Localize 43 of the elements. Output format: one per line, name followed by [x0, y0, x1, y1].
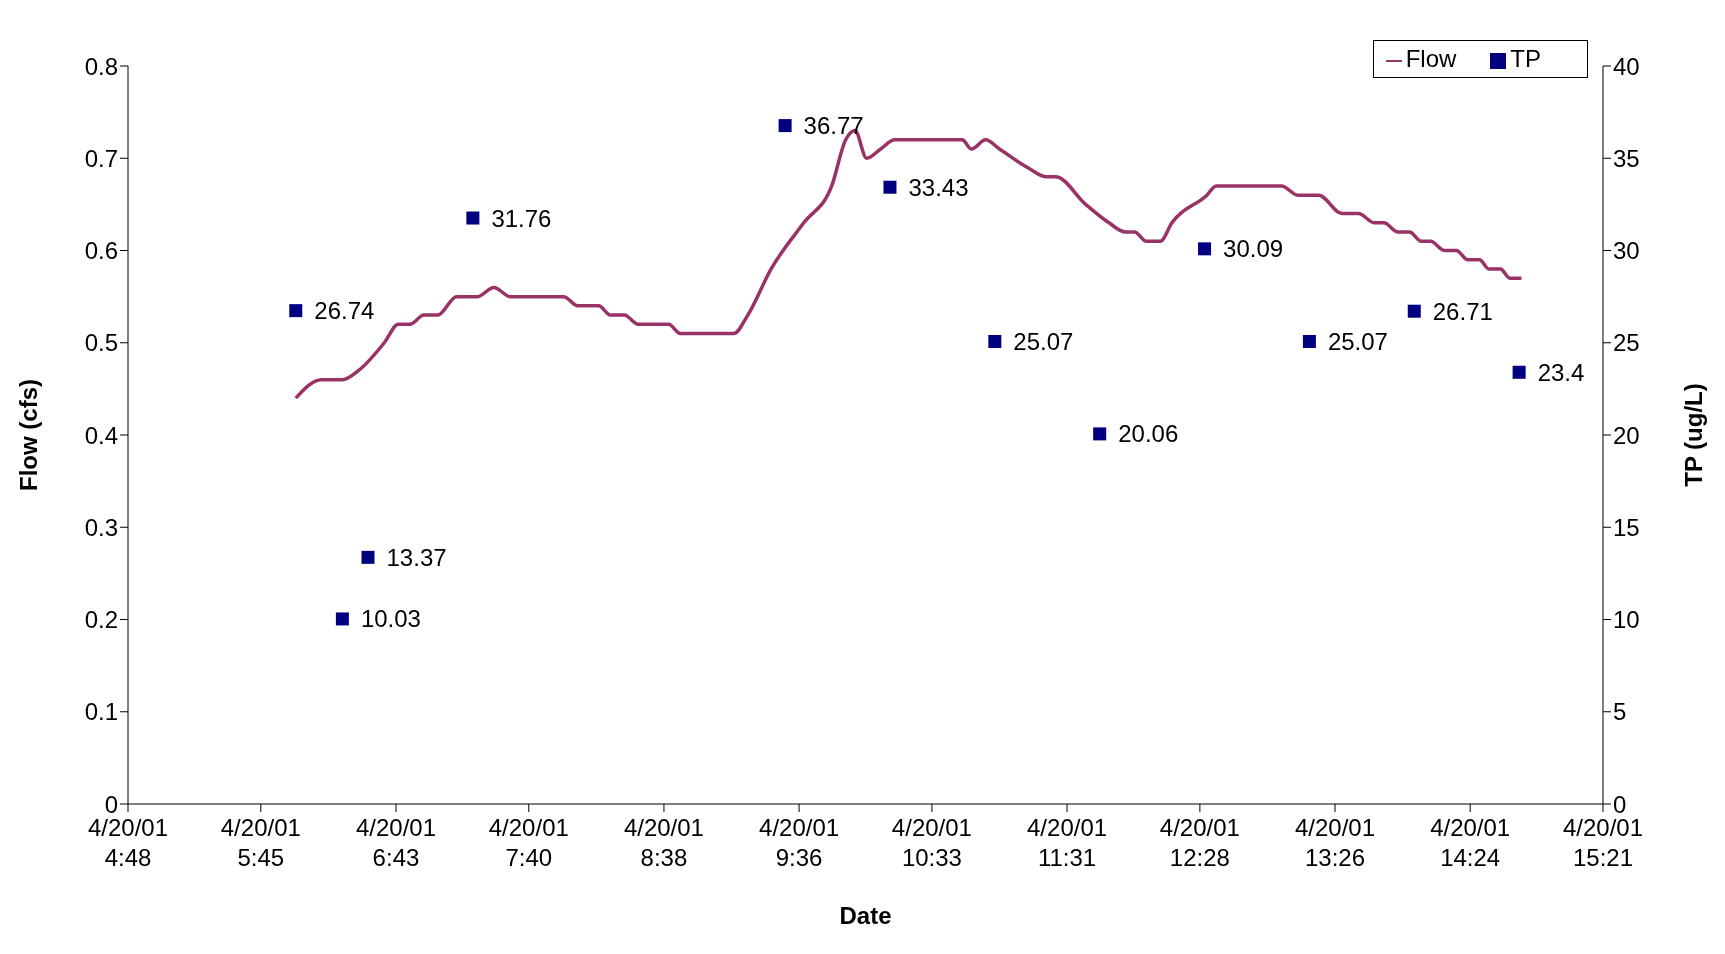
x-tick-label: 4/20/01 12:28: [1159, 814, 1240, 871]
x-tick-label: 4/20/01 6:43: [355, 814, 437, 871]
legend-label: TP: [1510, 45, 1541, 72]
legend-label: Flow: [1405, 45, 1457, 72]
y-tick-label: 0.2: [84, 606, 118, 634]
y-tick-label: 0.3: [84, 513, 118, 541]
data-label: 33.43: [908, 173, 969, 201]
y2-tick-label: 40: [1613, 52, 1640, 80]
y2-tick-label: 15: [1613, 513, 1640, 541]
x-tick-label: 4/20/01 8:38: [623, 814, 704, 871]
x-tick-label: 4/20/01 5:45: [220, 814, 301, 871]
data-label: 30.09: [1223, 235, 1284, 263]
y2-axis-title: TP (ug/L): [1679, 383, 1707, 487]
x-tick-label: 4/20/01 7:40: [488, 814, 569, 871]
x-tick-label: 4/20/01 10:33: [891, 814, 972, 871]
data-label: 36.77: [803, 112, 864, 140]
data-label: 26.71: [1432, 297, 1493, 325]
y-tick-label: 0.5: [84, 329, 118, 357]
x-tick-label: 4/20/01 9:36: [759, 814, 840, 871]
y2-tick-label: 35: [1613, 144, 1640, 172]
x-tick-label: 4/20/01 11:31: [1027, 814, 1108, 871]
y-tick-label: 0.1: [84, 698, 118, 726]
y-tick-label: 0.6: [84, 237, 118, 265]
y2-tick-label: 25: [1613, 329, 1640, 357]
y2-tick-label: 5: [1613, 698, 1627, 726]
data-label: 23.4: [1537, 358, 1585, 386]
data-label: 31.76: [491, 204, 552, 232]
x-tick-label: 4/20/01 13:26: [1294, 814, 1376, 871]
y-tick-label: 0.8: [84, 52, 118, 80]
y-tick-label: 0.4: [84, 421, 118, 449]
data-label: 20.06: [1118, 420, 1179, 448]
y2-tick-label: 10: [1613, 606, 1640, 634]
y2-tick-label: 20: [1613, 421, 1640, 449]
x-tick-label: 4/20/01 14:24: [1430, 814, 1511, 871]
data-label: 13.37: [386, 543, 447, 571]
data-label: 26.74: [314, 297, 375, 325]
y-axis-title: Flow (cfs): [14, 379, 42, 491]
x-axis-title: Date: [839, 902, 892, 929]
y-tick-label: 0.7: [84, 144, 118, 172]
data-label: 10.03: [360, 605, 421, 633]
data-label: 25.07: [1327, 327, 1388, 355]
y2-tick-label: 30: [1613, 237, 1640, 265]
data-label: 25.07: [1013, 327, 1074, 355]
